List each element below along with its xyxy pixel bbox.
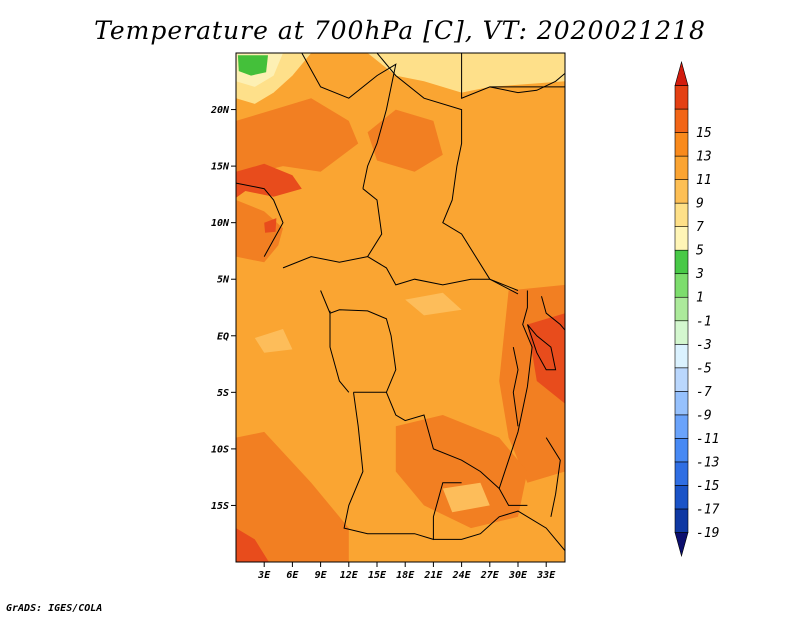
colorbar-segment [674,508,689,533]
lat-tick-label: 10N [211,218,230,229]
colorbar-label: 9 [696,197,704,212]
colorbar-segment [674,202,689,227]
lat-tick-label: 5N [217,275,230,286]
lat-tick-label: 20N [210,105,230,116]
colorbar-label: -13 [696,455,719,470]
colorbar-label: 11 [696,173,712,188]
temperature-field [236,53,565,562]
colorbar-segment [674,155,689,180]
lon-tick-label: 27E [480,570,500,581]
lon-tick-label: 18E [396,570,415,581]
boundary-line [301,53,397,189]
colorbar-label: -17 [696,502,720,517]
boundary-line [362,188,519,295]
lon-tick-label: 12E [340,570,359,581]
boundary-line [236,182,284,257]
lon-tick-label: 30E [508,570,528,581]
boundary-line [433,510,565,552]
colorbar-segment [674,108,689,133]
latitude-axis: 20N 15N 10N 5N EQ 5S 10S 15S [210,105,236,512]
colorbar-segment [674,249,689,275]
lat-tick-label: 5S [217,388,229,399]
colorbar-segment [674,179,689,204]
region-warm-sahel-central [367,109,443,172]
country-boundaries [236,53,565,552]
lat-tick-label: 10S [211,444,229,455]
boundary-line [526,324,557,371]
boundary-line [282,256,368,269]
lon-tick-label: 6E [286,570,299,581]
colorbar-label: 15 [696,126,712,141]
region-warm-west-coast [236,200,283,263]
colorbar-label: 13 [696,150,712,165]
region-hot-band-west [236,163,302,198]
colorbar-label: -19 [696,526,719,541]
colorbar-segment [674,461,689,486]
boundary-line [541,296,565,331]
map-frame [235,52,566,563]
colorbar-segment [674,343,689,369]
region-warm-sahel-west [236,98,359,178]
colorbar-label: 1 [696,291,704,306]
boundary-line [545,437,561,517]
colorbar-label: 7 [696,220,704,235]
boundary-line [320,290,397,393]
colorbar-label: -7 [696,385,712,400]
colorbar-label: -11 [696,432,719,447]
lat-tick-label: 15N [211,162,230,173]
colorbar-segment [674,414,689,439]
colorbar-bottom-triangle [674,532,689,558]
colorbar-segment [674,367,689,392]
colorbar-segment [674,296,689,322]
colorbar-segment [674,226,689,251]
colorbar-label: -9 [696,408,712,423]
lon-tick-label: 24E [452,570,472,581]
region-warm-southwest [236,431,349,562]
lat-tick-label: 15S [211,501,229,512]
region-pale-patch-congo [405,292,462,316]
colorbar-segment [674,438,689,463]
region-pale-patch-gabon [254,329,293,353]
longitude-axis: 3E 6E 9E 12E 15E 18E 21E 24E 27E 30E 33E [257,562,556,581]
boundary-line [329,310,350,393]
colorbar-segment [674,485,689,510]
boundary-line [489,73,565,94]
colorbar-label: -3 [696,338,712,353]
lon-tick-label: 15E [368,570,387,581]
lon-tick-label: 3E [257,570,271,581]
lon-tick-label: 33E [536,570,556,581]
region-hot-dot-west [264,218,277,233]
boundary-line [512,346,519,427]
boundary-line [376,53,519,291]
grads-credit: GrADS: IGES/COLA [6,603,103,614]
colorbar-segment [674,132,689,157]
colorbar-segment [674,320,689,345]
chart-title: Temperature at 700hPa [C], VT: 202002121… [94,16,706,45]
colorbar-segment [674,391,689,416]
colorbar-label: -1 [696,314,712,329]
region-green-patch [237,55,268,76]
colorbar-label: 3 [695,267,704,282]
region-warm-south-central [395,415,528,529]
colorbar-segment [674,85,689,110]
colorbar-label: -5 [696,361,712,376]
colorbar-top-triangle [674,60,689,86]
lon-tick-label: 21E [423,570,443,581]
boundary-line [343,392,462,541]
colorbar-segment [674,273,689,298]
region-hot-southwest-corner [236,528,269,562]
region-pale-patch-south [442,482,490,513]
lon-tick-label: 9E [315,570,328,581]
colorbar-label: 5 [696,244,704,259]
region-cool-sahara-ne [367,53,565,93]
lat-tick-label: EQ [217,331,229,342]
colorbar-label: -15 [696,479,720,494]
boundary-line [498,488,528,506]
